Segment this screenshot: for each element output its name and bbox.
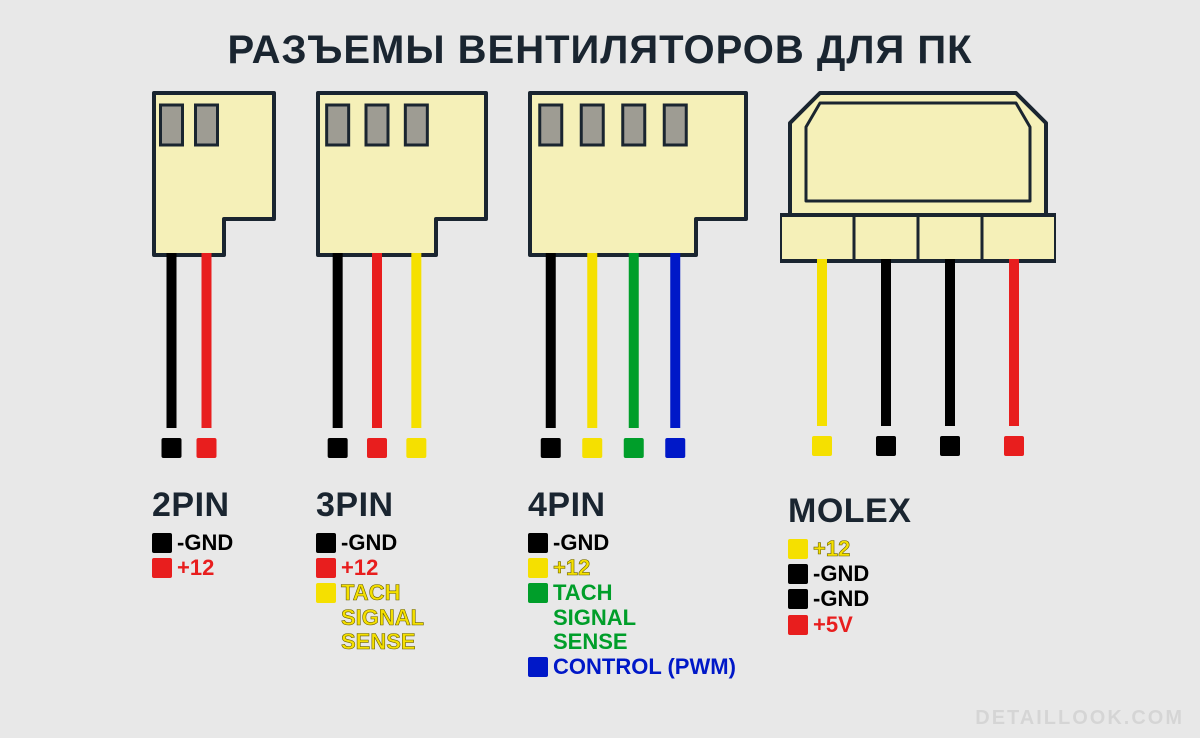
legend-label: -GND xyxy=(553,531,609,555)
legend-row: +12 xyxy=(152,556,233,580)
connector-4pin-graphic xyxy=(520,91,756,472)
legend-label: -GND xyxy=(177,531,233,555)
legend-swatch xyxy=(528,583,548,603)
legend-label: TACH SIGNAL SENSE xyxy=(341,581,424,654)
legend-label: -GND xyxy=(813,562,869,586)
connectors-row: 2PIN-GND+123PIN-GND+12TACH SIGNAL SENSE4… xyxy=(0,91,1200,680)
legend-row: +12 xyxy=(788,537,869,561)
connector-2pin: 2PIN -GND+12 xyxy=(144,91,284,680)
legend-swatch xyxy=(152,558,172,578)
connector-4pin-legend: -GND+12TACH SIGNAL SENSECONTROL (PWM) xyxy=(528,531,736,680)
page-title: РАЗЪЕМЫ ВЕНТИЛЯТОРОВ ДЛЯ ПК xyxy=(0,0,1200,91)
legend-row: -GND xyxy=(316,531,424,555)
legend-label: +5V xyxy=(813,613,853,637)
connector-4pin: 4PIN -GND+12TACH SIGNAL SENSECONTROL (PWM… xyxy=(520,91,756,680)
connector-4pin-name: 4PIN xyxy=(528,486,606,525)
legend-row: -GND xyxy=(528,531,736,555)
legend-swatch xyxy=(528,533,548,553)
legend-swatch xyxy=(316,558,336,578)
connector-molex-name: MOLEX xyxy=(788,492,911,531)
watermark: DETAILLOOK.COM xyxy=(975,707,1184,730)
legend-swatch xyxy=(788,539,808,559)
legend-swatch xyxy=(788,615,808,635)
connector-2pin-name: 2PIN xyxy=(152,486,230,525)
connector-4pin-svg xyxy=(520,91,756,472)
connector-molex-graphic xyxy=(780,91,1056,478)
legend-swatch xyxy=(788,589,808,609)
legend-swatch xyxy=(316,583,336,603)
legend-row: -GND xyxy=(788,587,869,611)
connector-2pin-graphic xyxy=(144,91,284,472)
legend-label: CONTROL (PWM) xyxy=(553,655,736,679)
legend-row: +5V xyxy=(788,613,869,637)
legend-row: TACH SIGNAL SENSE xyxy=(316,581,424,654)
connector-molex: MOLEX+12-GND-GND+5V xyxy=(780,91,1056,680)
connector-3pin-graphic xyxy=(308,91,496,472)
legend-row: +12 xyxy=(528,556,736,580)
legend-label: -GND xyxy=(341,531,397,555)
connector-2pin-svg xyxy=(144,91,284,472)
connector-2pin-legend: -GND+12 xyxy=(152,531,233,581)
legend-row: CONTROL (PWM) xyxy=(528,655,736,679)
connector-3pin: 3PIN -GND+12TACH SIGNAL SENSE xyxy=(308,91,496,680)
connector-molex-legend: +12-GND-GND+5V xyxy=(788,537,869,638)
legend-label: +12 xyxy=(553,556,590,580)
legend-swatch xyxy=(316,533,336,553)
connector-molex-svg xyxy=(780,91,1056,478)
legend-row: +12 xyxy=(316,556,424,580)
legend-label: +12 xyxy=(813,537,850,561)
connector-3pin-svg xyxy=(308,91,496,472)
connector-3pin-legend: -GND+12TACH SIGNAL SENSE xyxy=(316,531,424,655)
legend-label: TACH SIGNAL SENSE xyxy=(553,581,636,654)
legend-label: +12 xyxy=(177,556,214,580)
legend-label: +12 xyxy=(341,556,378,580)
legend-row: TACH SIGNAL SENSE xyxy=(528,581,736,654)
legend-label: -GND xyxy=(813,587,869,611)
connector-3pin-name: 3PIN xyxy=(316,486,394,525)
legend-row: -GND xyxy=(152,531,233,555)
legend-row: -GND xyxy=(788,562,869,586)
legend-swatch xyxy=(528,657,548,677)
legend-swatch xyxy=(528,558,548,578)
legend-swatch xyxy=(788,564,808,584)
legend-swatch xyxy=(152,533,172,553)
